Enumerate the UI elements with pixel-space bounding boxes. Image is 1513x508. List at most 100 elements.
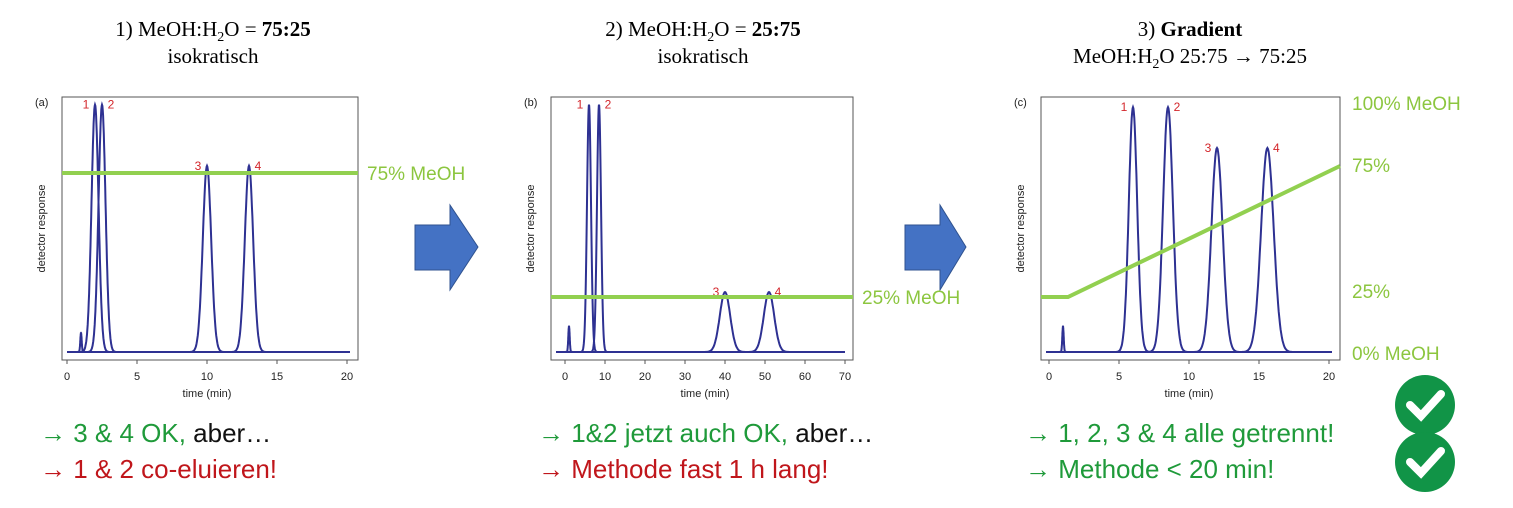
x-axis-label: time (min) [183,388,232,400]
right-label: 75% [1352,156,1390,177]
panel-title: 1) MeOH:H2O = 75:25 [115,17,311,45]
peak [232,163,266,353]
spike [565,325,573,353]
title-part: 2) MeOH:H [605,17,707,41]
title-part: 3) [1138,17,1161,41]
x-tick-label: 20 [1323,371,1335,383]
note: → 1 & 2 co-eluieren! [40,454,277,484]
panel-title: isokratisch [168,44,259,68]
panel-tag: (c) [1014,97,1027,109]
title-part: 25:75 [752,17,801,41]
peak [704,290,746,353]
y-axis-label: detector response [36,184,48,272]
peak-label: 2 [605,98,612,112]
title-part: 1) MeOH:H [115,17,217,41]
peak-label: 4 [1273,141,1280,155]
panel-title: 2) MeOH:H2O = 25:75 [605,17,801,45]
title-part: O = [224,17,262,41]
title-part: isokratisch [658,44,749,68]
x-tick-label: 0 [1046,371,1052,383]
arrow [904,203,967,292]
spike [1059,325,1067,353]
x-tick-label: 0 [562,371,568,383]
plot-frame [550,96,854,361]
title-part: Gradient [1161,17,1243,41]
x-tick-label: 40 [719,371,731,383]
note: → Methode fast 1 h lang! [538,454,829,484]
right-label: 25% [1352,282,1390,303]
x-tick-label: 5 [1116,371,1122,383]
peak [1242,146,1292,353]
peak-label: 3 [195,159,202,173]
x-tick-label: 20 [639,371,651,383]
plot-frame [61,96,359,361]
peak [1148,104,1188,353]
panel-title: MeOH:H2O 25:75 → 75:25 [1073,44,1307,72]
y-axis-label: detector response [1015,184,1027,272]
peak-label: 4 [255,159,262,173]
panel-tag: (b) [524,97,537,109]
peak [81,101,109,353]
title-part: O = [714,17,752,41]
y-axis-label: detector response [525,184,537,272]
x-tick-label: 15 [1253,371,1265,383]
x-tick-label: 10 [1183,371,1195,383]
peak [748,290,790,353]
check [1395,432,1455,492]
check [1395,375,1455,435]
right-label: 100% MeOH [1352,94,1461,115]
peak-label: 1 [577,98,584,112]
x-tick-label: 60 [799,371,811,383]
note: → 1&2 jetzt auch OK, aber… [538,418,873,448]
meoh-gradient [1041,164,1341,299]
note-part: aber… [193,418,271,448]
panel-title: 3) Gradient [1138,17,1242,41]
peak [1194,146,1239,353]
x-tick-label: 20 [341,371,353,383]
title-part: O 25:75 → 75:25 [1159,44,1307,68]
note: → 3 & 4 OK, aber… [40,418,271,448]
plot-frame [1040,96,1341,361]
peak-label: 2 [108,98,115,112]
x-tick-label: 10 [201,371,213,383]
peak [1116,104,1150,353]
x-tick-label: 15 [271,371,283,383]
meoh-label: 25% MeOH [862,288,960,309]
peak-label: 4 [775,285,782,299]
x-tick-label: 50 [759,371,771,383]
note: → Methode < 20 min! [1025,454,1274,484]
peak-label: 3 [713,285,720,299]
spike [77,331,85,353]
x-tick-label: 5 [134,371,140,383]
x-axis-label: time (min) [681,388,730,400]
note-part: aber… [795,418,873,448]
note-part: → 1&2 jetzt auch OK, [538,418,795,448]
note-part: → 1, 2, 3 & 4 alle getrennt! [1025,418,1334,448]
peak-label: 3 [1205,141,1212,155]
note: → 1, 2, 3 & 4 alle getrennt! [1025,418,1334,448]
right-label: 0% MeOH [1352,344,1440,365]
peak [88,101,116,353]
title-part: 2 [217,30,224,45]
note-part: → Methode < 20 min! [1025,454,1274,484]
note-part: → Methode fast 1 h lang! [538,454,829,484]
x-tick-label: 0 [64,371,70,383]
peak [190,163,224,353]
x-tick-label: 70 [839,371,851,383]
note-part: → 1 & 2 co-eluieren! [40,454,277,484]
title-part: 2 [707,30,714,45]
x-tick-label: 10 [599,371,611,383]
title-part: isokratisch [168,44,259,68]
x-tick-label: 30 [679,371,691,383]
panel-title: isokratisch [658,44,749,68]
title-part: MeOH:H [1073,44,1152,68]
peak [590,104,608,353]
peak-label: 1 [83,98,90,112]
title-part: 2 [1152,57,1159,72]
note-part: → 3 & 4 OK, [40,418,193,448]
title-part: 75:25 [262,17,311,41]
peak-label: 1 [1121,100,1128,114]
meoh-label: 75% MeOH [367,164,465,185]
panel-tag: (a) [35,97,48,109]
